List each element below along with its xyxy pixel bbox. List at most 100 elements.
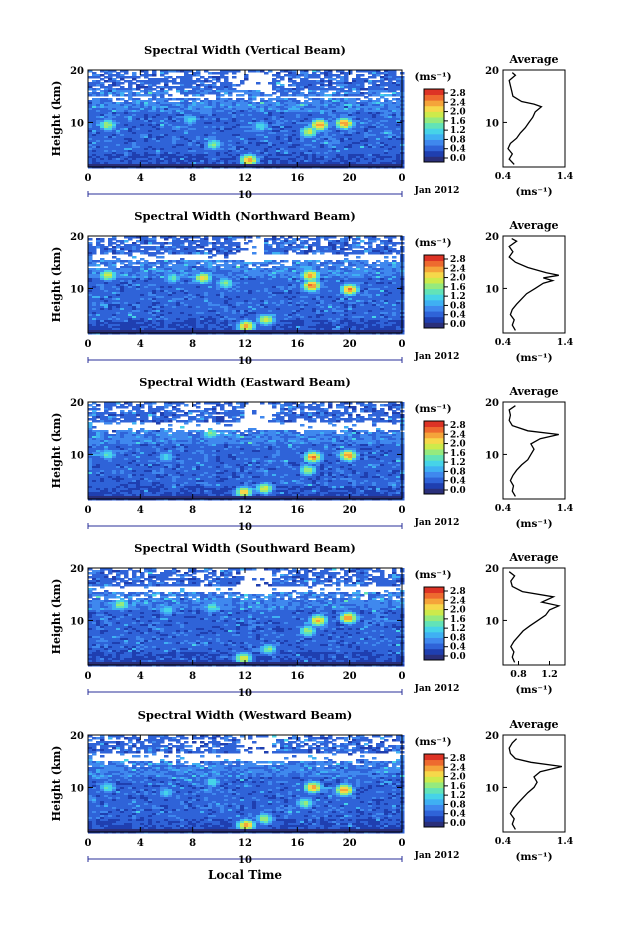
heatmap-cell [124, 114, 129, 117]
heatmap-cell [216, 158, 221, 161]
heatmap-cell [124, 124, 129, 127]
heatmap-cell [136, 158, 141, 161]
heatmap-cell [204, 118, 209, 121]
heatmap-cell [148, 136, 153, 139]
heatmap-cell [348, 94, 353, 97]
heatmap-cell [120, 252, 125, 255]
heatmap-cell [320, 94, 325, 97]
heatmap-cell [160, 128, 165, 131]
heatmap-cell [104, 98, 109, 101]
heatmap-cell [100, 112, 105, 115]
heatmap-cell [144, 74, 149, 77]
heatmap-cell [180, 76, 185, 79]
heatmap-cell [224, 146, 229, 149]
heatmap-cell [196, 132, 201, 135]
heatmap-cell [200, 156, 205, 159]
heatmap-cell [188, 146, 193, 149]
heatmap-cell [112, 256, 117, 259]
heatmap-cell [384, 90, 389, 93]
heatmap-cell [156, 146, 161, 149]
heatmap-cell [204, 134, 209, 137]
heatmap-cell [220, 142, 225, 145]
y-tick-label: 10 [70, 118, 84, 129]
heatmap-cell [88, 120, 93, 123]
heatmap-cell [300, 88, 305, 91]
heatmap-cell [116, 74, 121, 77]
heatmap-cell [208, 84, 213, 87]
heatmap-cell [212, 138, 217, 141]
heatmap-cell [208, 108, 213, 111]
heatmap-cell [108, 148, 113, 151]
heatmap-cell [100, 102, 105, 105]
heatmap-cell [220, 134, 225, 137]
heatmap-cell [120, 242, 125, 245]
heatmap-cell [200, 158, 205, 161]
heatmap-cell [164, 120, 169, 123]
heatmap-cell [204, 120, 209, 123]
heatmap-cell [152, 84, 157, 87]
heatmap-cell [208, 134, 213, 137]
heatmap-cell [232, 146, 237, 149]
heatmap-cell [132, 72, 137, 75]
heatmap-cell [168, 148, 173, 151]
heatmap-cell [132, 78, 137, 81]
heatmap-cell [112, 70, 117, 73]
heatmap-cell [148, 110, 153, 113]
heatmap-cell [144, 242, 149, 245]
heatmap-cell [104, 138, 109, 141]
heatmap-cell [148, 82, 153, 85]
heatmap-cell [176, 76, 181, 79]
heatmap-cell [116, 128, 121, 131]
heatmap-cell [364, 96, 369, 99]
heatmap-cell [224, 92, 229, 95]
heatmap-cell [204, 124, 209, 127]
heatmap-cell [236, 146, 241, 149]
heatmap-cell [292, 94, 297, 97]
heatmap-cell [232, 144, 237, 147]
heatmap-cell [148, 160, 153, 163]
heatmap-cell [136, 120, 141, 123]
heatmap-cell [124, 120, 129, 123]
heatmap-cell [152, 110, 157, 113]
heatmap-cell [160, 72, 165, 75]
heatmap-cell [152, 138, 157, 141]
heatmap-cell [144, 152, 149, 155]
heatmap-cell [180, 106, 185, 109]
heatmap-cell [136, 134, 141, 137]
avg-unit: (ms⁻¹) [515, 186, 552, 198]
heatmap-cell [160, 138, 165, 141]
heatmap-cell [120, 78, 125, 81]
heatmap-cell [92, 94, 97, 97]
heatmap-cell [192, 90, 197, 93]
heatmap-cell [212, 92, 217, 95]
heatmap-cell [228, 110, 233, 113]
heatmap-cell [304, 96, 309, 99]
heatmap-cell [92, 140, 97, 143]
heatmap-cell [120, 136, 125, 139]
heatmap-cell [224, 114, 229, 117]
heatmap-cell [92, 158, 97, 161]
heatmap-cell [192, 126, 197, 129]
heatmap-cell [160, 142, 165, 145]
heatmap-cell [164, 102, 169, 105]
heatmap-cell [200, 112, 205, 115]
heatmap-cell [236, 144, 241, 147]
heatmap-cell [180, 120, 185, 123]
heatmap-cell [228, 130, 233, 133]
heatmap-cell [160, 144, 165, 147]
heatmap-cell [128, 126, 133, 129]
heatmap-cell [120, 104, 125, 107]
heatmap-cell [188, 78, 193, 81]
heatmap-cell [188, 152, 193, 155]
heatmap-cell [164, 118, 169, 121]
heatmap-cell [212, 150, 217, 153]
heatmap-cell [148, 130, 153, 133]
heatmap-cell [176, 126, 181, 129]
heatmap-cell [216, 156, 221, 159]
heatmap-cell [160, 116, 165, 119]
heatmap-cell [228, 154, 233, 157]
heatmap-cell [220, 260, 225, 263]
heatmap-cell [208, 128, 213, 131]
heatmap-cell [160, 148, 165, 151]
heatmap-cell [288, 94, 293, 97]
